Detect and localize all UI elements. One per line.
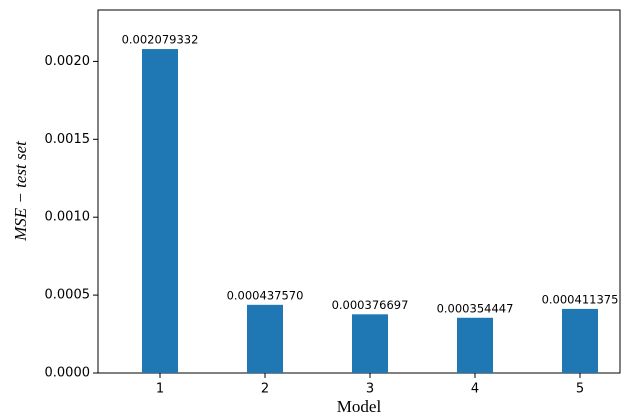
- x-tick-label: 1: [156, 382, 164, 397]
- bar: [562, 308, 598, 373]
- y-tick-label: 0.0000: [45, 366, 91, 381]
- value-label: 0.000354447: [437, 301, 514, 315]
- value-label: 0.000411375: [542, 292, 619, 306]
- bar: [247, 304, 283, 373]
- y-tick-label: 0.0005: [45, 288, 91, 303]
- x-tick-label: 2: [261, 382, 269, 397]
- value-label: 0.000437570: [227, 288, 304, 302]
- value-label: 0.002079332: [122, 33, 199, 47]
- bar: [352, 314, 388, 373]
- x-tick-label: 3: [366, 382, 374, 397]
- bar: [457, 317, 493, 373]
- y-tick-label: 0.0015: [45, 132, 91, 147]
- y-axis-label: MSE − test set: [11, 140, 30, 242]
- y-tick-label: 0.0020: [45, 54, 91, 69]
- y-tick-label: 0.0010: [45, 210, 91, 225]
- value-label: 0.000376697: [332, 298, 409, 312]
- bar: [142, 49, 178, 374]
- x-tick-label: 5: [576, 382, 584, 397]
- x-tick-label: 4: [471, 382, 479, 397]
- x-axis-label: Model: [337, 397, 382, 416]
